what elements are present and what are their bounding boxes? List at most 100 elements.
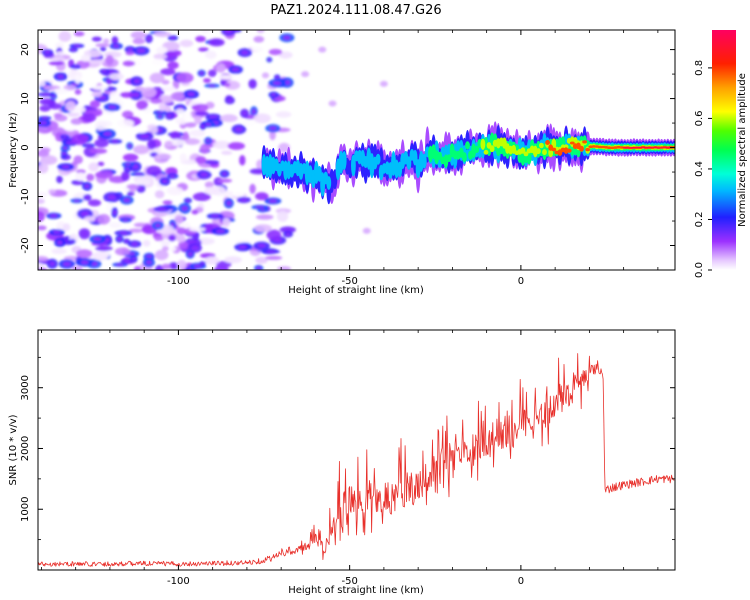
colorbar-tick-label: 0.0: [694, 262, 705, 278]
noise-blob: [133, 266, 141, 270]
noise-blob: [158, 102, 166, 112]
noise-blob: [70, 118, 83, 125]
noise-blob-core: [275, 76, 279, 79]
noise-blob: [89, 100, 101, 108]
noise-blob-core: [101, 48, 105, 51]
noise-blob: [170, 139, 186, 146]
noise-blob: [278, 142, 291, 153]
noise-blob-core: [41, 117, 49, 120]
noise-blob-core: [80, 260, 89, 265]
noise-blob-core: [240, 198, 248, 202]
ridge-cell: [474, 145, 480, 153]
noise-blob-core: [242, 111, 247, 116]
noise-blob: [201, 30, 210, 34]
noise-blob: [48, 103, 63, 110]
colorbar-bar: [712, 30, 736, 270]
noise-blob-core: [49, 214, 58, 218]
noise-blob: [63, 84, 77, 91]
noise-blob: [224, 82, 231, 87]
noise-blob-core: [116, 263, 124, 266]
noise-blob: [156, 46, 168, 54]
noise-blob: [224, 256, 242, 264]
noise-blob: [48, 56, 65, 61]
snr-x-tick-label: -100: [167, 576, 190, 587]
noise-blob: [222, 217, 231, 228]
colorbar-label: Normalized spectral amplitude: [737, 73, 748, 227]
noise-blob-core: [62, 146, 68, 150]
ridge-cell: [326, 176, 332, 190]
noise-blob: [198, 47, 209, 52]
ridge-cell: [418, 150, 424, 172]
noise-blob: [122, 110, 134, 119]
noise-blobs: [38, 30, 388, 270]
noise-blob: [256, 30, 265, 34]
noise-blob-core: [124, 240, 129, 243]
chart-title: PAZ1.2024.111.08.47.G26: [270, 3, 441, 18]
noise-blob-core: [200, 172, 208, 177]
noise-blob-core: [127, 144, 132, 148]
noise-blob: [38, 66, 46, 71]
noise-blob: [84, 216, 96, 222]
ridge-cell: [536, 148, 541, 155]
noise-blob: [212, 140, 231, 150]
noise-blob-core: [269, 126, 277, 131]
noise-blob: [184, 122, 197, 128]
noise-blob: [204, 181, 214, 188]
ridge-cell: [421, 153, 427, 169]
noise-blob-core: [199, 71, 204, 75]
noise-blob-core: [111, 140, 119, 143]
noise-blob-core: [118, 231, 128, 235]
noise-blob-core: [187, 92, 196, 97]
noise-blob-core: [253, 170, 263, 173]
noise-blob: [220, 114, 238, 123]
noise-blob-core: [73, 199, 81, 202]
noise-blob: [97, 214, 111, 225]
spectrogram-panel: -100 -50 0 20 10 0 -10 -20 Height of straight …: [8, 29, 676, 296]
noise-blob: [38, 211, 45, 222]
noise-blob: [128, 228, 143, 233]
noise-blob-core: [103, 131, 112, 137]
noise-blob: [92, 85, 109, 91]
ridge-cell: [563, 147, 569, 154]
noise-blob: [167, 61, 179, 70]
noise-blob: [109, 222, 122, 228]
ridge-cell: [542, 149, 547, 156]
noise-blob: [53, 88, 69, 94]
noise-blob: [175, 234, 186, 243]
noise-blob-core: [122, 218, 129, 221]
noise-blob: [89, 59, 105, 64]
noise-blob: [38, 81, 46, 87]
noise-blob: [153, 31, 172, 38]
noise-blob-core: [167, 113, 173, 118]
noise-blob-core: [112, 44, 120, 48]
noise-blob-core: [85, 196, 90, 200]
noise-blob-core: [85, 144, 92, 147]
noise-blob-core: [128, 192, 133, 195]
snr-y-tick-label: 2000: [20, 436, 31, 461]
noise-blob-core: [227, 98, 233, 103]
noise-blob: [116, 119, 135, 128]
noise-blob: [103, 38, 110, 44]
noise-blob-core: [285, 232, 291, 236]
noise-blob-core: [201, 124, 205, 129]
ridge-cell: [375, 153, 381, 165]
noise-blob-core: [107, 194, 117, 200]
noise-blob: [275, 111, 292, 118]
noise-blob-core: [57, 177, 62, 182]
noise-blob-core: [224, 30, 233, 34]
snr-x-tick-label: 0: [518, 576, 524, 587]
noise-blob-core: [140, 134, 150, 139]
noise-blob: [161, 240, 171, 247]
noise-blob-core: [73, 65, 79, 68]
noise-blob: [379, 80, 388, 87]
spectrogram-y-tick-label: -20: [20, 237, 31, 253]
colorbar-tick-label: 0.8: [694, 60, 705, 76]
noise-blob-core: [93, 237, 102, 242]
noise-blob-core: [123, 173, 128, 179]
noise-blob-core: [222, 80, 226, 84]
noise-blob: [95, 43, 110, 48]
noise-blob-core: [257, 243, 266, 248]
noise-blob-core: [108, 105, 117, 110]
noise-blob: [76, 249, 93, 258]
noise-blob: [227, 142, 245, 150]
